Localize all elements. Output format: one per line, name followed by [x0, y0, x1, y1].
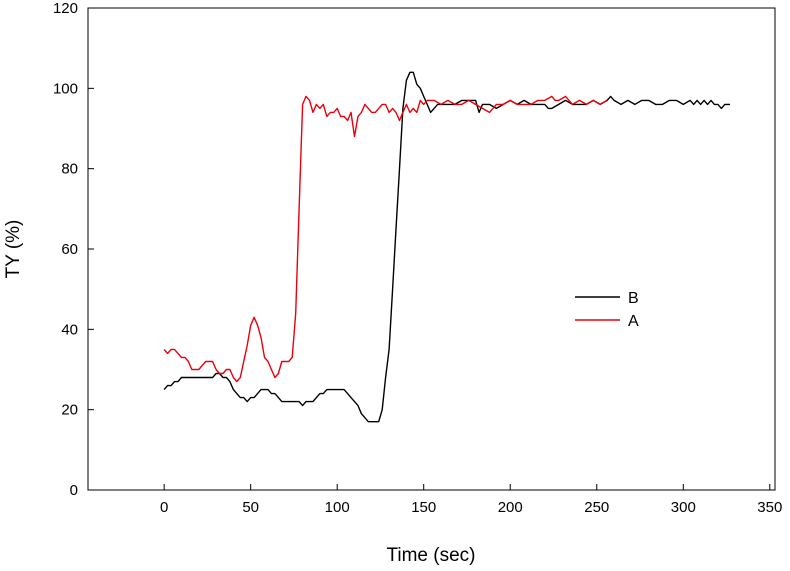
y-tick-label: 20: [61, 402, 78, 419]
y-tick-label: 80: [61, 161, 78, 178]
x-tick-label: 50: [242, 499, 259, 516]
legend-label-b: B: [628, 290, 639, 307]
y-tick-label: 0: [70, 482, 78, 499]
legend-label-a: A: [628, 313, 639, 330]
x-tick-label: 0: [160, 499, 168, 516]
y-tick-label: 60: [61, 241, 78, 258]
y-tick-label: 40: [61, 321, 78, 338]
x-tick-label: 350: [757, 499, 782, 516]
series-line-b: [163, 71, 730, 423]
plot-frame: [87, 7, 776, 491]
series-line-a: [163, 95, 608, 383]
y-axis-label: TY (%): [3, 220, 24, 279]
y-tick-label: 100: [53, 80, 78, 97]
x-tick-label: 100: [325, 499, 350, 516]
x-tick-label: 150: [411, 499, 436, 516]
x-tick-label: 300: [671, 499, 696, 516]
x-axis-label: Time (sec): [386, 545, 475, 566]
y-tick-label: 120: [53, 0, 78, 17]
x-tick-label: 200: [498, 499, 523, 516]
legend: B A: [575, 290, 639, 330]
x-tick-label: 250: [584, 499, 609, 516]
